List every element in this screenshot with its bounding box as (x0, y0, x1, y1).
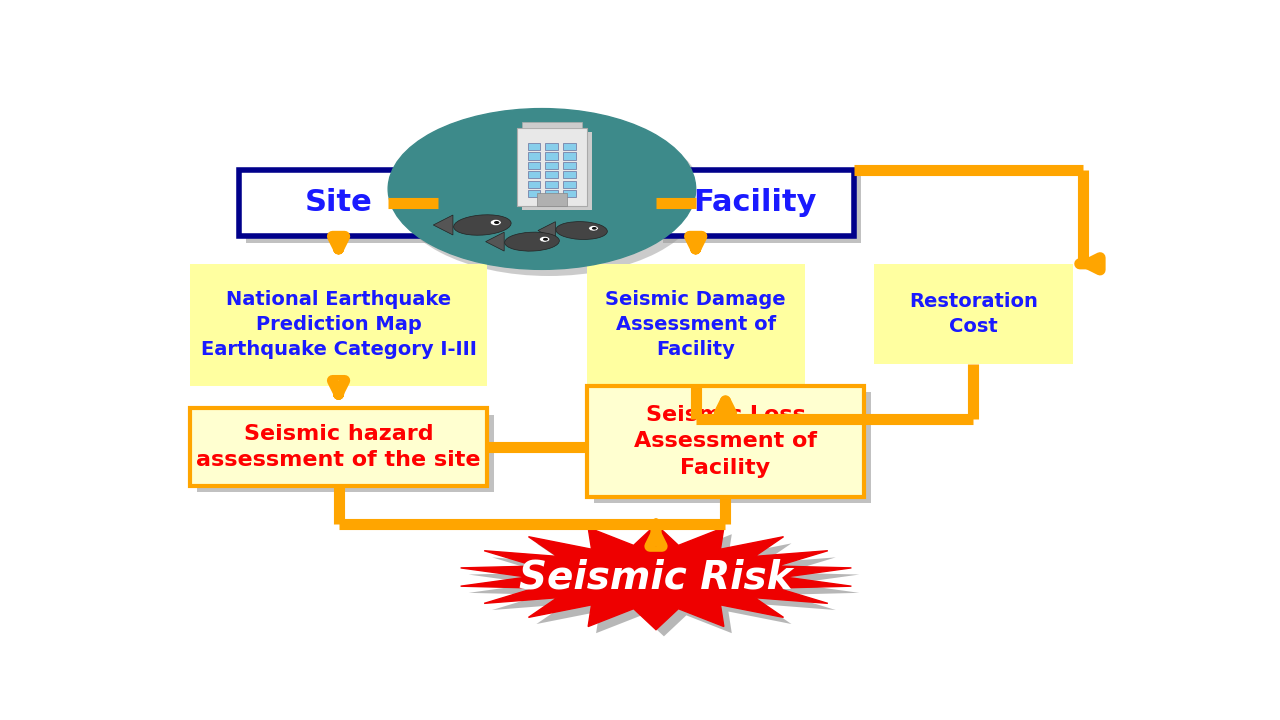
FancyBboxPatch shape (563, 181, 576, 188)
FancyBboxPatch shape (527, 190, 540, 197)
FancyBboxPatch shape (239, 169, 438, 236)
Polygon shape (468, 531, 859, 636)
FancyBboxPatch shape (189, 408, 488, 485)
Text: Restoration
Cost: Restoration Cost (909, 292, 1038, 336)
Ellipse shape (490, 220, 502, 225)
Ellipse shape (543, 238, 548, 240)
FancyBboxPatch shape (197, 415, 494, 492)
Text: Seismic Damage
Assessment of
Facility: Seismic Damage Assessment of Facility (605, 290, 786, 359)
FancyBboxPatch shape (545, 190, 558, 197)
FancyBboxPatch shape (563, 162, 576, 169)
FancyBboxPatch shape (874, 264, 1073, 364)
Ellipse shape (388, 109, 696, 269)
FancyBboxPatch shape (657, 169, 855, 236)
FancyBboxPatch shape (527, 153, 540, 160)
FancyBboxPatch shape (663, 176, 861, 243)
FancyBboxPatch shape (563, 153, 576, 160)
FancyBboxPatch shape (246, 176, 444, 243)
FancyBboxPatch shape (586, 264, 805, 386)
Text: National Earthquake
Prediction Map
Earthquake Category I-III: National Earthquake Prediction Map Earth… (201, 290, 476, 359)
Text: Facility: Facility (694, 189, 817, 217)
Ellipse shape (453, 215, 511, 235)
FancyBboxPatch shape (586, 386, 864, 497)
Polygon shape (434, 215, 453, 235)
FancyBboxPatch shape (517, 128, 586, 206)
Text: Seismic hazard
assessment of the site: Seismic hazard assessment of the site (196, 423, 481, 470)
FancyBboxPatch shape (563, 171, 576, 179)
FancyBboxPatch shape (563, 143, 576, 150)
FancyBboxPatch shape (527, 162, 540, 169)
Ellipse shape (540, 236, 549, 242)
Polygon shape (538, 222, 556, 240)
FancyBboxPatch shape (527, 181, 540, 188)
Ellipse shape (591, 227, 596, 230)
FancyBboxPatch shape (522, 122, 581, 128)
FancyBboxPatch shape (594, 392, 872, 503)
FancyBboxPatch shape (545, 171, 558, 179)
FancyBboxPatch shape (189, 264, 488, 386)
Ellipse shape (556, 222, 607, 240)
FancyBboxPatch shape (545, 143, 558, 150)
Text: Seismic Loss
Assessment of
Facility: Seismic Loss Assessment of Facility (634, 405, 817, 477)
FancyBboxPatch shape (545, 153, 558, 160)
FancyBboxPatch shape (538, 194, 567, 206)
FancyBboxPatch shape (527, 171, 540, 179)
Ellipse shape (589, 225, 598, 231)
Text: Site: Site (305, 189, 372, 217)
FancyBboxPatch shape (527, 143, 540, 150)
FancyBboxPatch shape (563, 190, 576, 197)
Ellipse shape (396, 115, 703, 276)
FancyBboxPatch shape (545, 162, 558, 169)
FancyBboxPatch shape (522, 132, 591, 210)
Polygon shape (485, 233, 504, 251)
FancyBboxPatch shape (545, 181, 558, 188)
Text: Seismic Risk: Seismic Risk (520, 558, 792, 596)
Polygon shape (461, 524, 851, 630)
Ellipse shape (494, 221, 499, 224)
Ellipse shape (504, 232, 559, 251)
